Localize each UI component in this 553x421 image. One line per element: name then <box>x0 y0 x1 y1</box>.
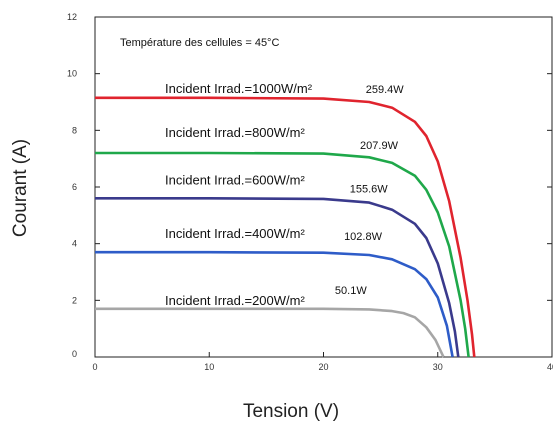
series-label: Incident Irrad.=400W/m² <box>165 226 305 241</box>
label-layer: Incident Irrad.=1000W/m² 259.4W Incident I… <box>165 81 404 308</box>
x-tick-label: 40 <box>547 362 553 372</box>
x-tick-label: 20 <box>318 362 328 372</box>
y-tick-label: 0 <box>72 349 77 359</box>
y-tick-label: 2 <box>72 295 77 305</box>
y-tick-label: 6 <box>72 182 77 192</box>
iv-curve-0 <box>95 96 476 358</box>
iv-curve-2 <box>95 197 460 358</box>
curve-layer <box>95 96 476 358</box>
y-tick-label: 8 <box>72 125 77 135</box>
max-power-label: 207.9W <box>360 140 399 152</box>
max-power-label: 259.4W <box>366 84 405 96</box>
axes: 0 10 20 30 40 0 2 4 6 8 10 12 <box>67 12 553 372</box>
x-tick-label: 10 <box>204 362 214 372</box>
iv-curve-4 <box>95 307 445 358</box>
plot-frame <box>94 16 553 358</box>
series-label: Incident Irrad.=200W/m² <box>165 293 305 308</box>
y-tick-label: 12 <box>67 12 77 22</box>
x-tick-label: 0 <box>92 362 97 372</box>
series-label: Incident Irrad.=1000W/m² <box>165 81 313 96</box>
x-axis-title: Tension (V) <box>243 401 339 421</box>
iv-curve-3 <box>95 250 454 358</box>
max-power-label: 50.1W <box>335 285 367 297</box>
iv-curve-1 <box>95 151 470 358</box>
max-power-label: 102.8W <box>344 231 383 243</box>
temperature-annotation: Température des cellules = 45°C <box>120 37 279 49</box>
series-label: Incident Irrad.=600W/m² <box>165 172 305 187</box>
y-tick-label: 10 <box>67 69 77 79</box>
y-axis-title: Courant (A) <box>10 139 31 237</box>
y-tick-label: 4 <box>72 239 77 249</box>
max-power-label: 155.6W <box>350 183 389 195</box>
x-tick-label: 30 <box>433 362 443 372</box>
series-label: Incident Irrad.=800W/m² <box>165 125 305 140</box>
